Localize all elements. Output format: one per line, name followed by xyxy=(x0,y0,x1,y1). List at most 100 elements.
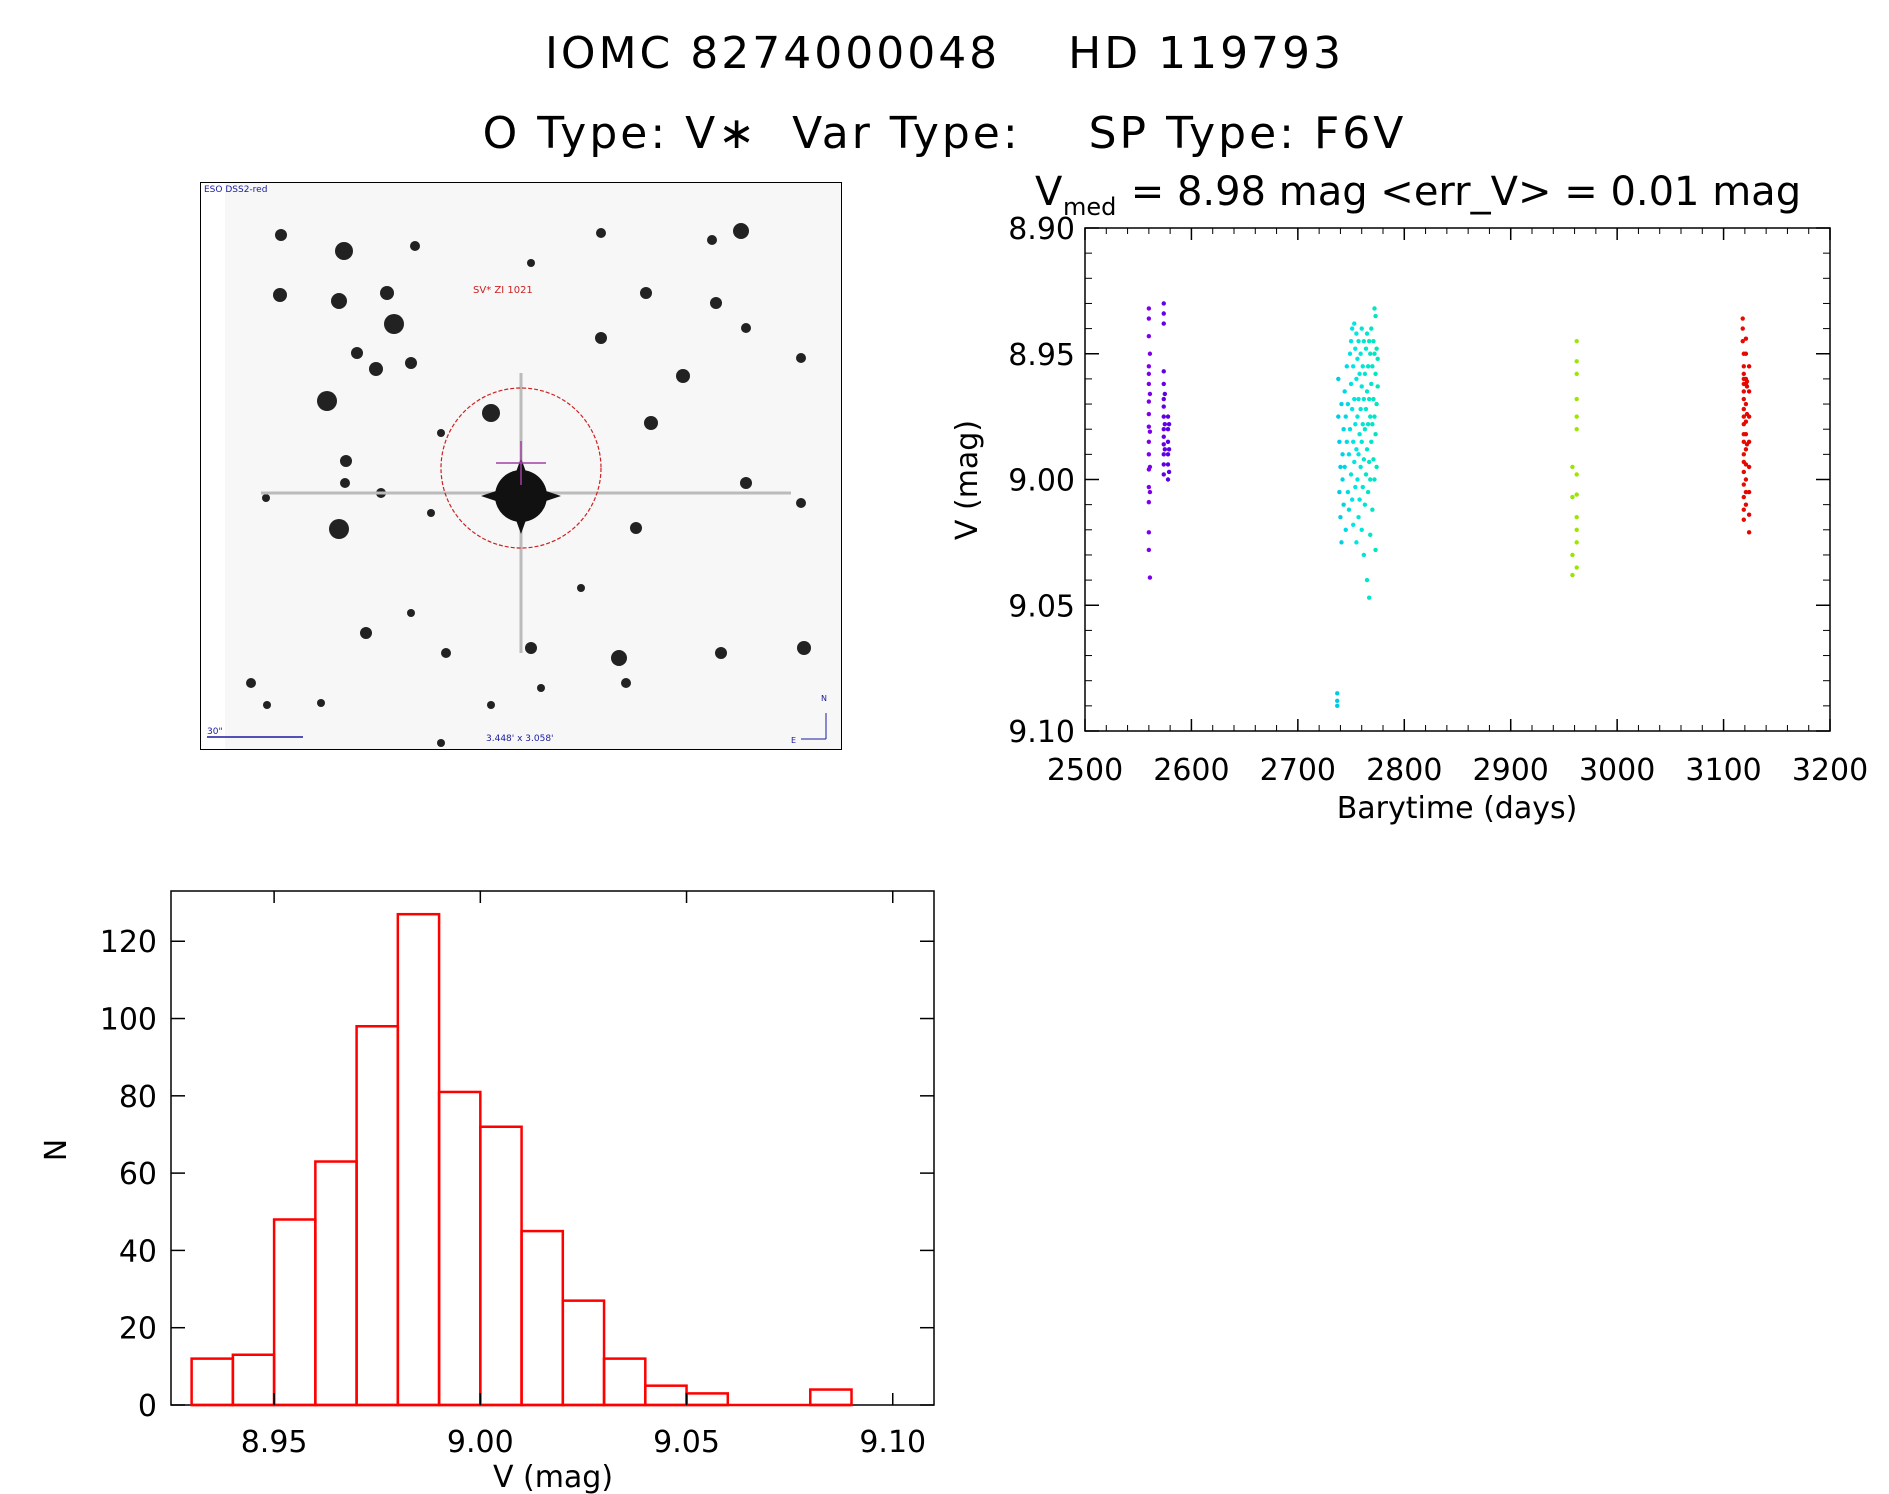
lc-data-point xyxy=(1161,369,1166,374)
lc-data-point xyxy=(1570,494,1575,500)
east-label: E xyxy=(791,736,796,745)
lc-data-point xyxy=(1373,547,1378,553)
lc-data-point xyxy=(1746,364,1752,369)
lc-data-point xyxy=(1361,457,1367,462)
lc-x-label: Barytime (days) xyxy=(1337,791,1578,826)
lc-y-tick-label: 9.05 xyxy=(1008,589,1075,624)
hist-y-tick-label: 40 xyxy=(119,1234,157,1269)
lc-data-point xyxy=(1146,439,1152,444)
hist-bar xyxy=(479,1125,523,1407)
lc-data-point xyxy=(1146,530,1152,535)
lc-data-point xyxy=(1743,477,1749,482)
lc-data-point xyxy=(1347,427,1353,432)
lc-data-point xyxy=(1570,552,1575,558)
lc-data-point xyxy=(1365,364,1371,369)
hist-bar xyxy=(396,912,441,1407)
lc-data-point xyxy=(1146,424,1152,429)
lc-data-point xyxy=(1741,507,1746,512)
lc-data-point xyxy=(1365,489,1371,495)
hist-bar xyxy=(272,1218,317,1407)
lc-data-point xyxy=(1147,429,1153,434)
lc-data-point xyxy=(1348,472,1354,477)
lc-data-point xyxy=(1162,447,1168,452)
lc-data-point xyxy=(1374,464,1379,470)
lc-data-point xyxy=(1351,439,1356,444)
lc-data-point xyxy=(1351,522,1356,527)
lc-data-point xyxy=(1359,384,1364,389)
lc-data-point xyxy=(1146,364,1152,369)
lc-data-point xyxy=(1147,391,1153,397)
lc-data-point xyxy=(1570,572,1575,578)
lc-data-point xyxy=(1338,464,1343,470)
lc-data-point xyxy=(1743,462,1749,467)
lc-data-point xyxy=(1341,502,1346,507)
lc-data-point xyxy=(1366,595,1372,600)
lc-data-point xyxy=(1364,389,1370,394)
hist-y-tick-label: 60 xyxy=(119,1157,157,1192)
lc-data-point xyxy=(1161,427,1166,432)
lc-data-point xyxy=(1746,512,1752,517)
lc-data-point xyxy=(1146,316,1152,321)
lc-data-point xyxy=(1741,364,1746,369)
lc-data-point xyxy=(1574,515,1579,520)
lc-data-point xyxy=(1360,364,1365,369)
lc-x-tick-label: 3000 xyxy=(1579,753,1655,788)
lc-data-point xyxy=(1340,452,1345,457)
hist-y-tick-label: 0 xyxy=(138,1389,157,1424)
lc-data-point xyxy=(1743,336,1749,341)
hist-bar xyxy=(231,1353,276,1407)
lc-data-point xyxy=(1746,389,1752,394)
fov-label: 3.448' x 3.058' xyxy=(486,734,554,744)
lc-data-point xyxy=(1337,489,1342,495)
lc-data-point xyxy=(1740,326,1745,331)
lc-data-point xyxy=(1369,439,1374,444)
lc-data-point xyxy=(1355,477,1360,482)
lc-data-point xyxy=(1574,565,1579,570)
lc-data-point xyxy=(1355,414,1360,419)
lc-data-point xyxy=(1347,351,1353,356)
lc-data-point xyxy=(1743,489,1749,495)
lc-data-point xyxy=(1364,447,1370,452)
lc-data-point xyxy=(1743,351,1749,356)
lc-data-point xyxy=(1361,396,1367,402)
lc-data-point xyxy=(1373,313,1378,319)
lc-data-point xyxy=(1349,406,1355,412)
lc-x-tick-label: 3200 xyxy=(1792,753,1868,788)
lc-data-point xyxy=(1362,427,1368,432)
lc-data-point xyxy=(1356,396,1361,402)
lc-data-point xyxy=(1574,472,1579,477)
hist-y-tick-label: 100 xyxy=(100,1003,157,1038)
lc-data-point xyxy=(1341,427,1346,432)
hist-bar xyxy=(355,1025,400,1407)
lc-data-point xyxy=(1366,338,1372,344)
lc-data-point xyxy=(1340,477,1345,482)
chart-title-line2: O Type: V∗ Var Type: SP Type: F6V xyxy=(482,108,1407,159)
lc-data-point xyxy=(1348,338,1354,344)
lc-data-point xyxy=(1371,396,1376,402)
lc-data-point xyxy=(1146,411,1152,417)
lc-data-point xyxy=(1746,439,1752,444)
lc-data-point xyxy=(1368,351,1373,356)
lc-data-point xyxy=(1741,482,1746,487)
lc-data-point xyxy=(1359,527,1364,532)
lc-data-point xyxy=(1360,484,1365,490)
lc-data-point xyxy=(1740,338,1745,344)
lc-data-point xyxy=(1746,489,1752,495)
lc-data-point xyxy=(1345,401,1351,407)
lc-data-point xyxy=(1352,396,1357,402)
lc-data-point xyxy=(1574,338,1579,344)
lc-data-point xyxy=(1147,489,1153,495)
lc-data-point xyxy=(1161,311,1166,316)
lc-data-point xyxy=(1364,331,1370,336)
lc-data-point xyxy=(1161,442,1166,447)
lc-data-point xyxy=(1362,371,1368,377)
lc-data-point xyxy=(1358,464,1363,470)
lc-data-point xyxy=(1346,507,1352,512)
lc-data-point xyxy=(1161,396,1166,402)
lc-data-point xyxy=(1374,346,1379,351)
lc-data-point xyxy=(1349,326,1355,331)
lc-data-point xyxy=(1345,489,1351,495)
lc-data-point xyxy=(1342,389,1347,394)
lc-data-point xyxy=(1146,547,1152,553)
hist-x-tick-label: 9.10 xyxy=(859,1425,926,1460)
